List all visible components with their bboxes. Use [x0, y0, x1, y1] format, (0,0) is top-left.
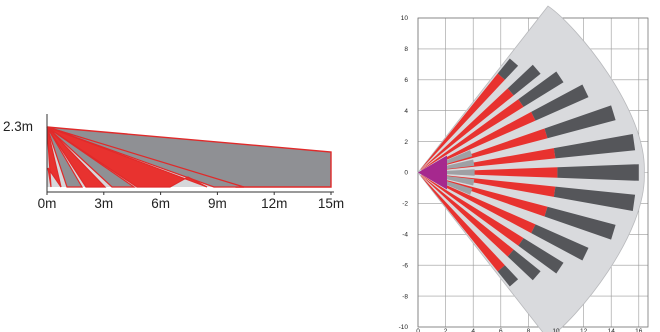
beam-dark	[553, 134, 636, 159]
y-axis-tick-labels: 10 8 6 4 2 0 -2 -4 -6 -8 -10	[399, 15, 409, 331]
distance-tick-label: 0m	[38, 196, 57, 211]
side-axes	[46, 114, 334, 195]
y-tick-label: -8	[402, 293, 408, 300]
zone-gray	[46, 126, 136, 188]
y-tick-label: 10	[401, 15, 409, 22]
x-tick-label: 16	[635, 328, 643, 332]
y-tick-label: 0	[404, 170, 408, 177]
beam-red	[421, 175, 514, 257]
y-tick-label: -4	[402, 232, 408, 239]
beam-dark	[544, 206, 616, 240]
y-tick-label: 4	[404, 108, 408, 115]
beam-dark	[531, 84, 589, 121]
x-tick-label: 14	[608, 328, 616, 332]
distance-tick-label: 6m	[151, 196, 170, 211]
beam-red	[420, 175, 505, 272]
sensor-triangle	[418, 155, 447, 190]
y-tick-label: -2	[402, 201, 408, 208]
side-view-diagram: 2.3m 0m 3m 6m 9m 12m 15m	[3, 114, 345, 211]
beam-red	[421, 174, 524, 246]
y-tick-label: -6	[402, 262, 408, 269]
zone-red	[46, 126, 107, 188]
beam-dark	[518, 238, 564, 274]
y-tick-label: -10	[399, 324, 409, 331]
x-tick-label: 2	[444, 328, 448, 332]
beam-red	[421, 111, 536, 171]
x-tick-label: 8	[527, 328, 531, 332]
beam-red	[421, 88, 514, 170]
x-tick-label: 10	[552, 328, 560, 332]
beam-red	[422, 167, 558, 178]
beam-red	[421, 174, 536, 234]
x-axis-tick-labels: 0 2 4 6 8 10 12 14 16	[416, 328, 643, 332]
x-tick-label: 12	[580, 328, 588, 332]
beam-dark	[553, 186, 636, 211]
beam-dark	[497, 265, 519, 287]
y-tick-label: 8	[404, 46, 408, 53]
distance-tick-label: 12m	[261, 196, 287, 211]
beam-dark	[557, 164, 639, 181]
sensor	[418, 155, 447, 190]
distance-tick-label: 3m	[94, 196, 113, 211]
distance-tick-label: 15m	[318, 196, 344, 211]
beam-red	[421, 99, 524, 171]
beam-dark	[531, 224, 589, 261]
beam-dark	[507, 249, 541, 281]
beam-dark	[497, 58, 519, 80]
top-view-diagram: 10 8 6 4 2 0 -2 -4 -6 -8 -10 0 2 4 6 8 10 12 14 16	[399, 5, 649, 332]
zone-gray	[46, 126, 245, 188]
beam-red	[420, 73, 505, 170]
beam-zones	[418, 58, 639, 287]
zone-red	[46, 126, 62, 188]
beam-dark	[507, 64, 541, 96]
x-tick-label: 4	[471, 328, 475, 332]
zone-gray	[46, 126, 84, 188]
height-label: 2.3m	[3, 119, 33, 134]
zone-red	[46, 126, 208, 188]
distance-tick-labels: 0m 3m 6m 9m 12m 15m	[38, 196, 345, 211]
y-tick-label: 2	[404, 139, 408, 146]
side-zones	[46, 126, 332, 188]
x-tick-label: 6	[499, 328, 503, 332]
x-tick-label: 0	[416, 328, 420, 332]
beam-dark	[544, 105, 616, 139]
y-tick-label: 6	[404, 77, 408, 84]
beam-dark	[518, 71, 564, 107]
distance-tick-label: 9m	[208, 196, 227, 211]
